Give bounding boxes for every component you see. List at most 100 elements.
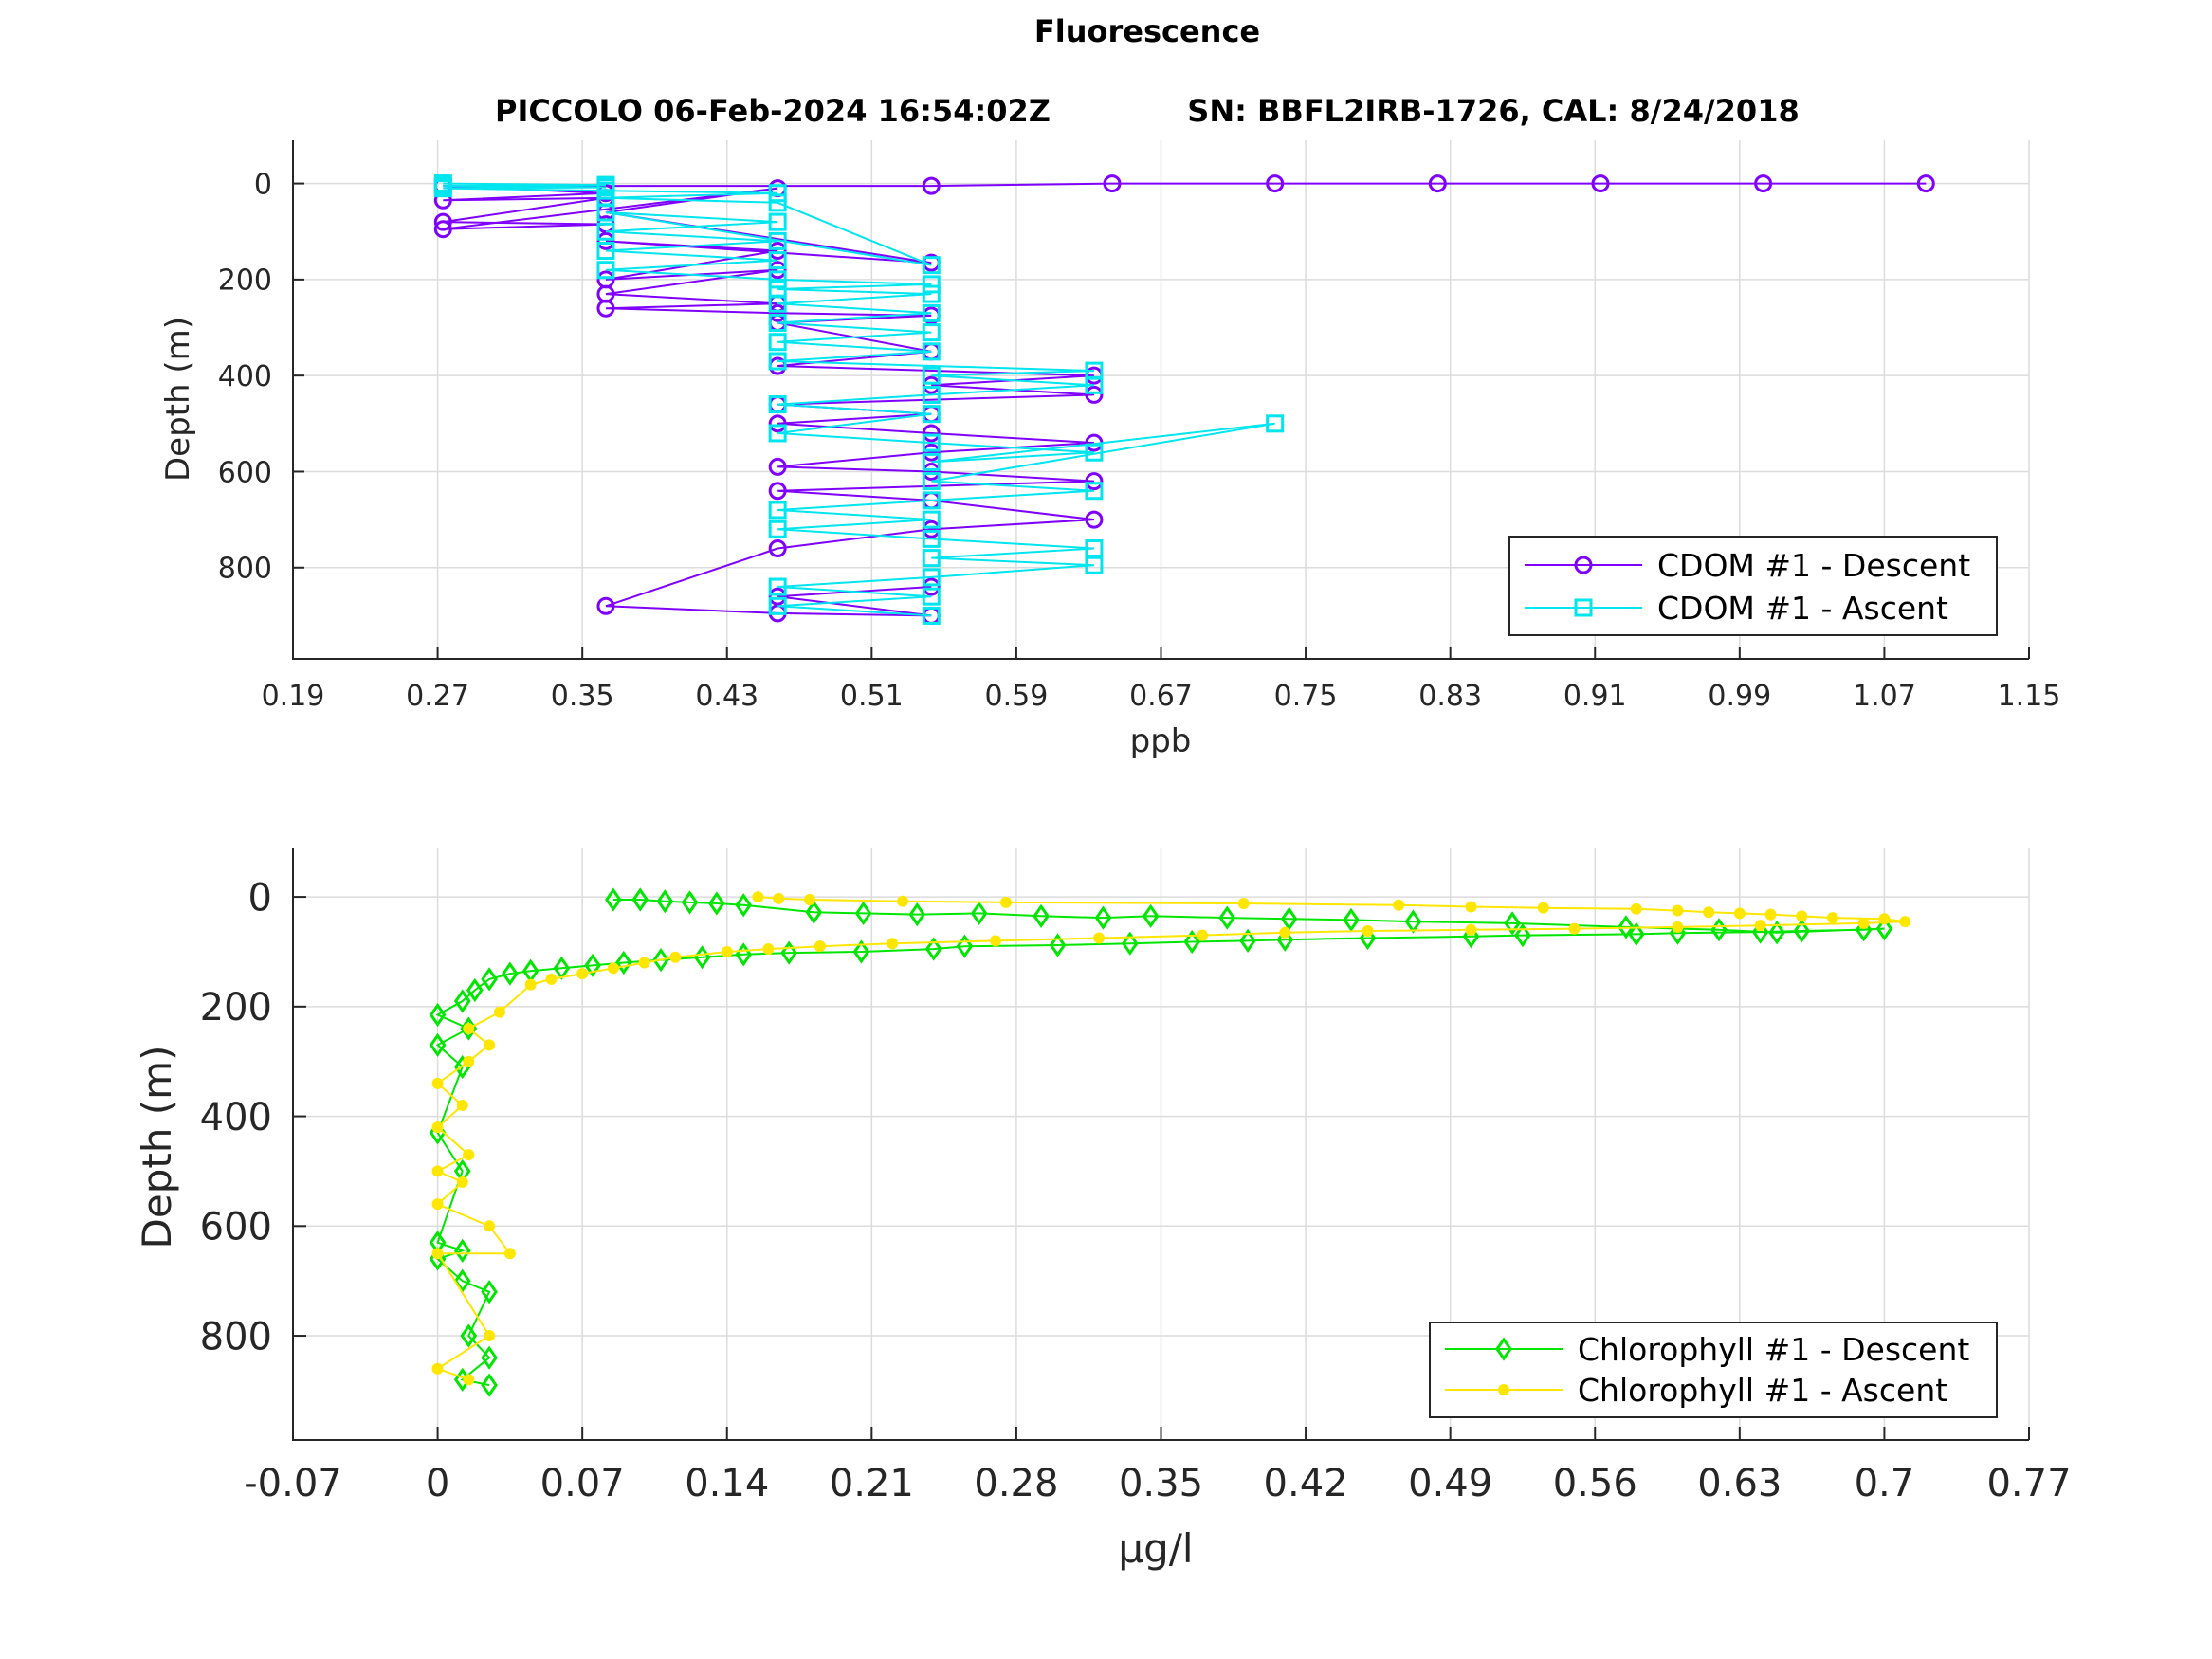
chlorophyll-ascent-point xyxy=(1465,901,1477,913)
cdom-ascent-point xyxy=(922,606,941,625)
chlorophyll-ascent-point xyxy=(1000,896,1013,908)
cdom-ascent-point xyxy=(768,313,787,332)
cdom-ascent-point xyxy=(596,222,615,241)
chlorophyll-y-tick-label: 400 xyxy=(200,1096,272,1139)
chlorophyll-descent-line xyxy=(435,899,1885,1387)
cdom-descent-point xyxy=(768,539,787,558)
cdom-ascent-point xyxy=(768,184,787,203)
chlorophyll-descent-point xyxy=(1343,907,1360,933)
cdom-ascent-point xyxy=(433,174,452,193)
chlorophyll-descent-point xyxy=(631,887,649,912)
chlorophyll-descent-point xyxy=(1514,922,1531,948)
chlorophyll-legend-ascent-marker xyxy=(1498,1384,1509,1395)
cdom-ascent-point xyxy=(768,520,787,538)
chlorophyll-x-tick-label: 0.49 xyxy=(1408,1462,1492,1505)
chlorophyll-descent-point xyxy=(502,961,519,986)
chlorophyll-marks xyxy=(429,887,1911,1397)
chlorophyll-y-tick-label: 200 xyxy=(200,986,272,1030)
chlorophyll-ascent-point xyxy=(897,895,909,907)
chlorophyll-descent-point xyxy=(854,901,872,926)
chlorophyll-descent-point xyxy=(481,1280,498,1304)
chlorophyll-ascent-point xyxy=(1465,923,1477,936)
chlorophyll-x-tick-label: 0.35 xyxy=(1119,1462,1203,1505)
chlorophyll-x-tick-label: 0.28 xyxy=(974,1462,1058,1505)
cdom-ascent-point xyxy=(1085,556,1104,574)
chlorophyll-x-tick-label: 0.14 xyxy=(685,1462,769,1505)
chlorophyll-ascent-point xyxy=(773,892,785,904)
chlorophyll-ascent-point xyxy=(431,1121,444,1134)
cdom-ascent-point xyxy=(768,333,787,352)
chlorophyll-descent-point xyxy=(735,893,753,918)
cdom-descent-point xyxy=(768,303,787,322)
cdom-ascent-point xyxy=(768,231,787,250)
chlorophyll-x-tick-label: 0.42 xyxy=(1264,1462,1348,1505)
cdom-ascent-point xyxy=(922,510,941,529)
cdom-ascent-point xyxy=(922,549,941,568)
chlorophyll-axes: -0.07 0 0.07 0.14 0.21 0.28 0.35 0.42 0.49 0.56 0.… xyxy=(134,848,2072,1572)
cdom-ascent-point xyxy=(922,491,941,510)
cdom-x-tick-label: 0.27 xyxy=(406,680,469,713)
cdom-ascent-point xyxy=(922,587,941,606)
cdom-ascent-point xyxy=(922,452,941,471)
cdom-descent-point xyxy=(433,212,452,231)
cdom-x-tick-label: 0.67 xyxy=(1129,680,1193,713)
cdom-descent-point xyxy=(596,596,615,615)
cdom-descent-point xyxy=(1266,174,1285,193)
cdom-y-tick-label: 200 xyxy=(218,264,272,298)
chlorophyll-ascent-point xyxy=(463,1374,475,1386)
chlorophyll-ascent-point xyxy=(607,962,619,975)
cdom-ascent-point xyxy=(922,472,941,491)
chlorophyll-ascent-point xyxy=(1796,910,1808,922)
chlorophyll-ascent-point xyxy=(1279,926,1291,939)
chlorophyll-descent-point xyxy=(453,989,471,1013)
cdom-ascent-point xyxy=(596,175,615,194)
chlorophyll-ascent-point xyxy=(814,940,826,953)
cdom-descent-point xyxy=(922,520,941,538)
cdom-ascent-point xyxy=(768,212,787,231)
chlorophyll-descent-point xyxy=(429,1032,447,1057)
chlorophyll-y-tick-label: 0 xyxy=(248,876,272,920)
cdom-ascent-line xyxy=(443,182,1275,617)
cdom-descent-point xyxy=(768,414,787,433)
chlorophyll-ascent-point xyxy=(545,973,558,985)
chlorophyll-descent-point xyxy=(1094,905,1112,930)
cdom-ascent-point xyxy=(1085,482,1104,501)
figure-title: Fluorescence xyxy=(1034,13,1260,49)
chlorophyll-y-axis-label: Depth (m) xyxy=(134,1046,180,1249)
chlorophyll-ascent-point xyxy=(1857,917,1870,929)
cdom-descent-point xyxy=(1591,174,1610,193)
chlorophyll-descent-point xyxy=(652,948,669,973)
cdom-ascent-point xyxy=(768,193,787,212)
cdom-ascent-point xyxy=(1085,361,1104,380)
chlorophyll-x-tick-label: 0.77 xyxy=(1986,1462,2071,1505)
chlorophyll-descent-point xyxy=(1618,915,1635,939)
cdom-x-tick-label: 1.07 xyxy=(1853,680,1916,713)
cdom-x-tick-label: 0.83 xyxy=(1418,680,1482,713)
cdom-axes: 0.19 0.27 0.35 0.43 0.51 0.59 0.67 0.75 0.83 0.91… xyxy=(159,140,2060,760)
chlorophyll-x-ticks: -0.07 0 0.07 0.14 0.21 0.28 0.35 0.42 0.49 0.56 0.… xyxy=(244,1427,2072,1505)
cdom-ascent-point xyxy=(768,280,787,299)
chlorophyll-descent-point xyxy=(1628,921,1645,947)
chlorophyll-ascent-point xyxy=(456,1099,468,1111)
chlorophyll-ascent-point xyxy=(1237,898,1250,910)
cdom-x-tick-label: 0.35 xyxy=(551,680,614,713)
chlorophyll-legend-descent-label: Chlorophyll #1 - Descent xyxy=(1578,1331,1969,1368)
chlorophyll-descent-point xyxy=(481,967,498,992)
cdom-ascent-point xyxy=(922,433,941,452)
chlorophyll-ascent-point xyxy=(990,935,1002,947)
chlorophyll-descent-point xyxy=(970,901,988,926)
cdom-descent-point xyxy=(768,482,787,501)
cdom-x-tick-label: 0.75 xyxy=(1274,680,1338,713)
chlorophyll-ascent-point xyxy=(1899,916,1911,928)
chlorophyll-descent-point xyxy=(429,1002,447,1028)
chlorophyll-descent-point xyxy=(481,1345,498,1370)
chlorophyll-descent-point xyxy=(852,939,870,964)
cdom-legend: CDOM #1 - Descent CDOM #1 - Ascent xyxy=(1508,536,1998,636)
chlorophyll-x-tick-label: 0.21 xyxy=(830,1462,914,1505)
cdom-descent-point xyxy=(596,231,615,250)
chlorophyll-y-tick-label: 600 xyxy=(200,1206,272,1249)
chlorophyll-ascent-point xyxy=(484,1039,496,1051)
cdom-grid xyxy=(292,140,2030,659)
chlorophyll-x-tick-label: 0.63 xyxy=(1697,1462,1782,1505)
chlorophyll-descent-point xyxy=(924,937,942,961)
